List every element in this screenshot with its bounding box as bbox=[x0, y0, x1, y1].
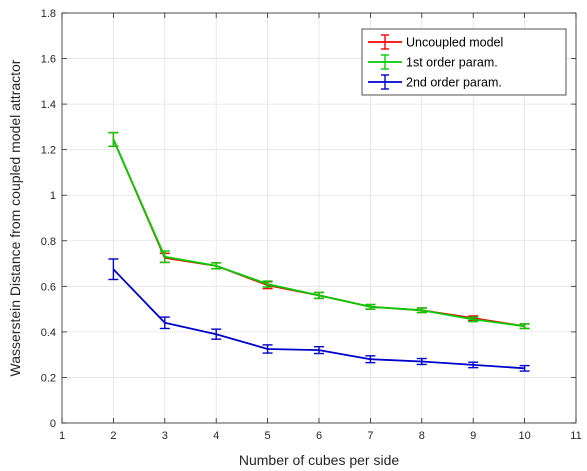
y-tick-label: 1.4 bbox=[41, 99, 56, 111]
legend-item: Uncoupled model bbox=[368, 34, 503, 50]
legend-label: 2nd order param. bbox=[406, 76, 502, 90]
x-tick-label: 5 bbox=[265, 430, 271, 442]
legend-label: Uncoupled model bbox=[406, 36, 503, 50]
x-tick-label: 2 bbox=[110, 430, 116, 442]
x-tick-label: 9 bbox=[470, 430, 476, 442]
error-bar bbox=[108, 131, 119, 147]
error-bar bbox=[365, 355, 376, 364]
x-tick-label: 1 bbox=[59, 430, 65, 442]
error-bar bbox=[159, 250, 170, 264]
x-tick-label: 7 bbox=[367, 430, 373, 442]
ticks: 1 2 3 4 5 6 7 8 9 10 11 0 0.2 0.4 0.6 0.8 1 1.2 1.4 1.6 1.8 bbox=[41, 8, 582, 442]
error-bar bbox=[262, 280, 273, 288]
error-bar bbox=[416, 357, 427, 366]
series-layer bbox=[108, 131, 530, 372]
y-tick-label: 1 bbox=[50, 190, 56, 202]
y-axis-label: Wasserstein Distance from coupled model … bbox=[7, 59, 23, 376]
error-bar bbox=[211, 262, 222, 270]
error-bar bbox=[519, 323, 530, 330]
x-tick-label: 10 bbox=[518, 430, 530, 442]
x-tick-label: 8 bbox=[419, 430, 425, 442]
error-bar bbox=[314, 345, 324, 355]
y-tick-label: 0.4 bbox=[41, 327, 56, 339]
y-tick-label: 0.2 bbox=[41, 372, 56, 384]
error-bar bbox=[211, 328, 222, 340]
error-bar bbox=[468, 316, 479, 323]
x-tick-label: 6 bbox=[316, 430, 322, 442]
error-bar bbox=[159, 316, 170, 330]
error-bar bbox=[519, 364, 530, 372]
y-tick-label: 1.2 bbox=[41, 145, 56, 157]
x-tick-label: 3 bbox=[162, 430, 168, 442]
y-tick-label: 1.6 bbox=[41, 54, 56, 66]
legend-item: 2nd order param. bbox=[368, 74, 502, 90]
x-axis-label: Number of cubes per side bbox=[239, 452, 400, 468]
x-tick-label: 4 bbox=[213, 430, 219, 442]
series-3 bbox=[108, 258, 530, 372]
series-2 bbox=[108, 131, 530, 330]
error-bar bbox=[314, 291, 324, 300]
error-bar bbox=[262, 344, 273, 354]
error-bar bbox=[108, 258, 119, 281]
y-tick-label: 0.8 bbox=[41, 236, 56, 248]
legend: Uncoupled model 1st order param. 2nd order… bbox=[361, 28, 567, 96]
x-tick-label: 11 bbox=[570, 430, 581, 442]
error-bar bbox=[416, 307, 427, 314]
legend-label: 1st order param. bbox=[406, 56, 498, 70]
error-bar bbox=[365, 303, 376, 310]
y-tick-label: 0.6 bbox=[41, 281, 56, 293]
y-tick-label: 1.8 bbox=[41, 8, 56, 20]
legend-item: 1st order param. bbox=[368, 54, 498, 70]
error-bar bbox=[468, 361, 479, 369]
y-tick-label: 0 bbox=[50, 418, 56, 430]
